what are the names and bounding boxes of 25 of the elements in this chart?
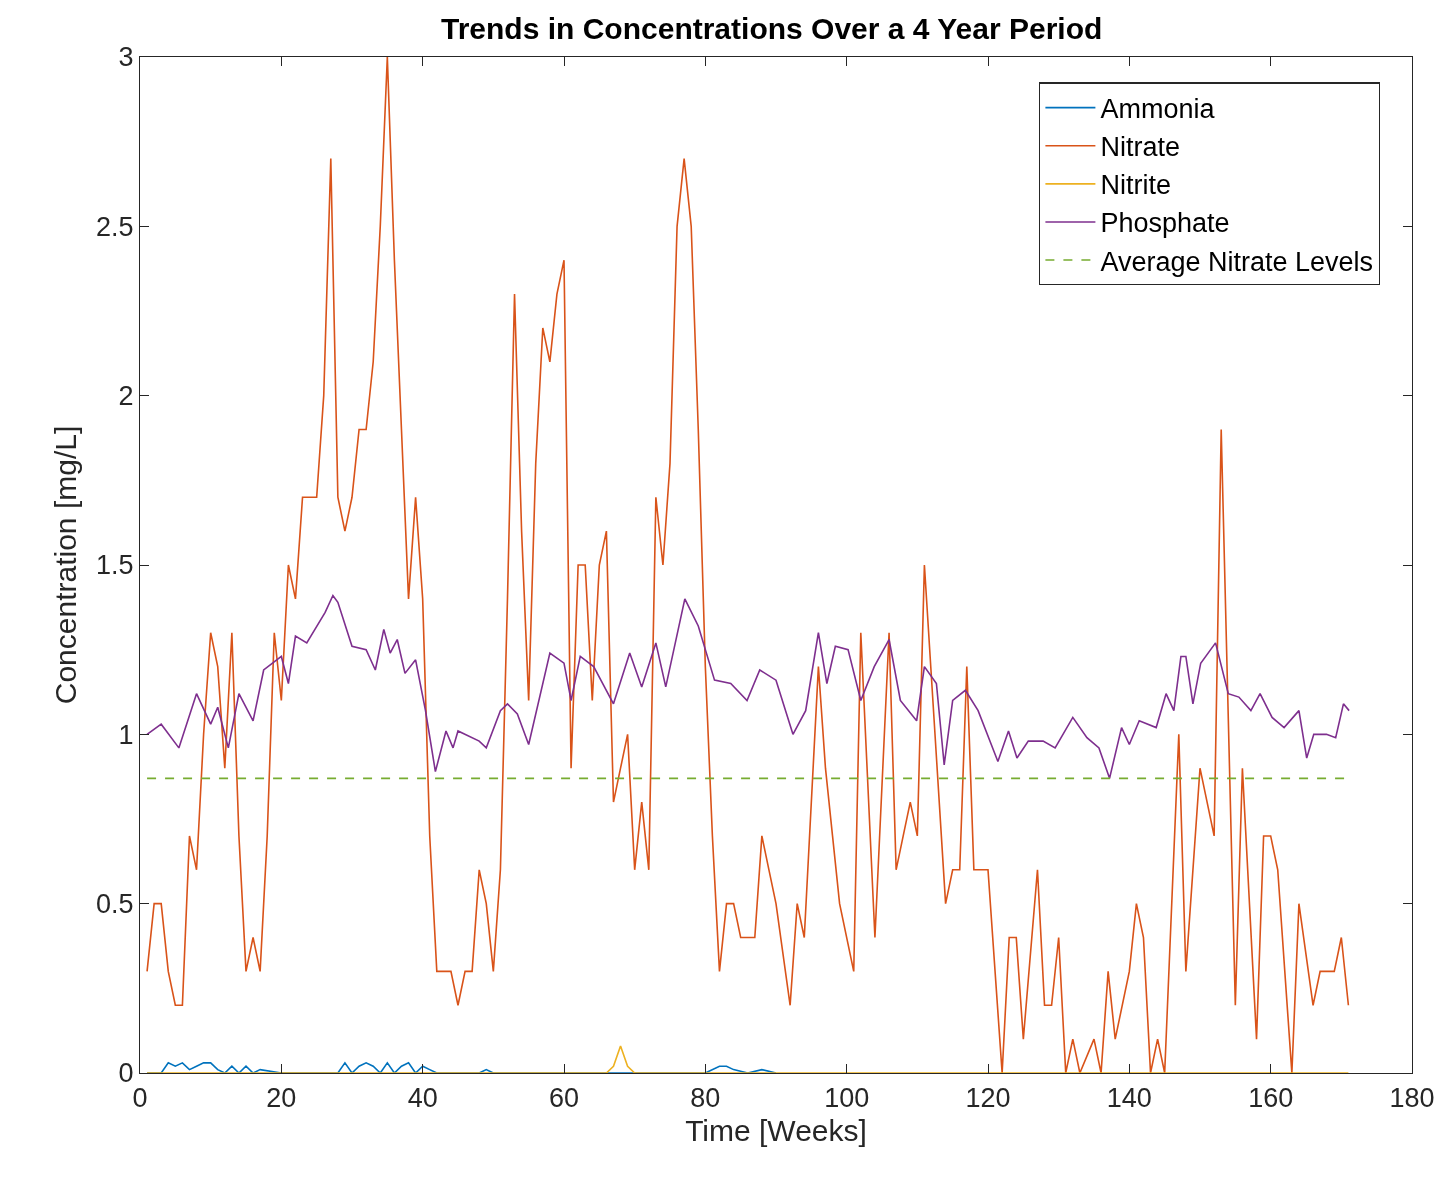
y-tick-label: 1.5 (95, 550, 134, 581)
y-tick-label: 2 (118, 381, 134, 412)
legend-label: Nitrate (1100, 132, 1180, 163)
x-tick-label: 20 (266, 1082, 297, 1113)
y-tick-label: 0.5 (95, 889, 134, 920)
legend-label: Phosphate (1100, 208, 1230, 239)
x-tick-label: 160 (1248, 1082, 1294, 1113)
line-series (146, 594, 1350, 780)
y-tick-label: 3 (118, 42, 134, 73)
y-tick-label: 1 (118, 719, 134, 750)
y-tick-label: 0 (118, 1058, 134, 1089)
legend-label: Average Nitrate Levels (1100, 246, 1374, 277)
legend-label: Ammonia (1100, 94, 1216, 125)
chart-title: Trends in Concentrations Over a 4 Year Period (441, 11, 1103, 45)
y-tick-label: 2.5 (95, 211, 134, 242)
x-tick-label: 100 (824, 1082, 870, 1113)
legend-label: Nitrite (1100, 170, 1171, 201)
x-tick-label: 140 (1106, 1082, 1152, 1113)
x-tick-label: 80 (690, 1082, 721, 1113)
x-tick-label: 40 (407, 1082, 438, 1113)
x-tick-label: 180 (1389, 1082, 1435, 1113)
x-axis-title: Time [Weeks] (685, 1114, 867, 1147)
x-tick-label: 60 (548, 1082, 580, 1113)
y-axis-title: Concentration [mg/L] (48, 425, 82, 705)
x-tick-label: 120 (965, 1082, 1011, 1113)
